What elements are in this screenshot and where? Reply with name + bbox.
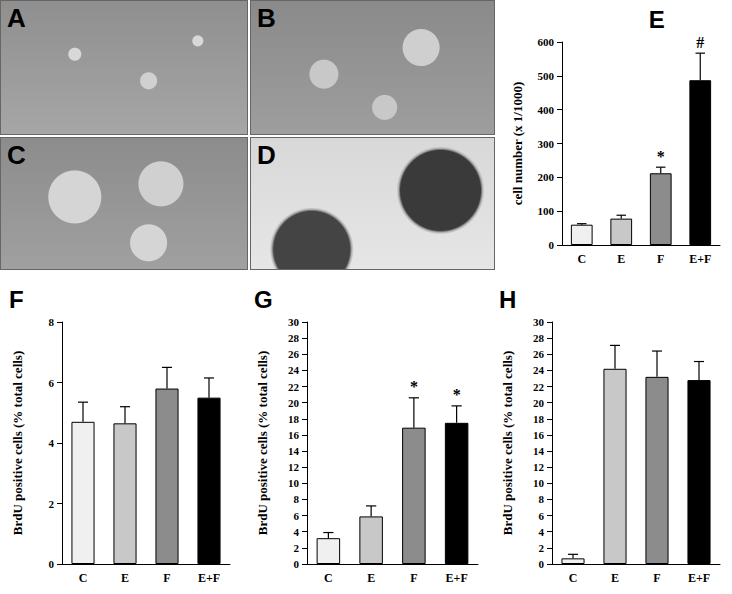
svg-text:2: 2 [539,542,545,554]
html-text:A: A [7,3,26,33]
svg-text:18: 18 [288,413,300,425]
svg-text:0: 0 [49,558,55,570]
svg-text:26: 26 [288,348,300,360]
svg-text:0: 0 [539,558,545,570]
html-text:C: C [7,140,26,170]
svg-text:C: C [79,571,88,585]
html-text:D: D [257,140,276,170]
svg-text:20: 20 [288,397,300,409]
svg-text:BrdU positive cells (% total c: BrdU positive cells (% total cells) [500,351,515,536]
svg-text:300: 300 [538,138,555,150]
svg-text:C: C [577,252,586,266]
svg-text:24: 24 [533,364,545,376]
svg-text:2: 2 [294,542,300,554]
svg-text:18: 18 [533,413,545,425]
svg-text:6: 6 [539,510,545,522]
svg-text:*: * [453,386,461,403]
svg-text:E: E [367,571,375,585]
svg-text:E: E [617,252,625,266]
svg-text:4: 4 [49,437,55,449]
svg-text:30: 30 [533,316,545,328]
svg-text:F: F [653,571,660,585]
svg-text:16: 16 [288,429,300,441]
svg-text:14: 14 [533,445,545,457]
svg-text:14: 14 [288,445,300,457]
svg-text:30: 30 [288,316,300,328]
svg-text:2: 2 [49,498,55,510]
svg-text:12: 12 [288,461,300,473]
svg-text:E+F: E+F [198,571,220,585]
svg-text:10: 10 [533,477,545,489]
svg-text:C: C [324,571,333,585]
svg-text:#: # [696,34,704,51]
svg-text:BrdU positive cells (% total c: BrdU positive cells (% total cells) [10,351,25,536]
svg-text:6: 6 [294,510,300,522]
svg-text:600: 600 [538,36,555,48]
svg-text:12: 12 [533,461,545,473]
svg-text:100: 100 [538,205,555,217]
svg-text:6: 6 [49,377,55,389]
svg-text:*: * [657,148,665,165]
svg-text:E+F: E+F [688,571,710,585]
svg-text:F: F [9,286,24,313]
svg-text:24: 24 [288,364,300,376]
svg-text:20: 20 [533,397,545,409]
svg-text:28: 28 [533,332,545,344]
svg-text:E: E [121,571,129,585]
svg-text:E: E [611,571,619,585]
svg-text:8: 8 [49,316,55,328]
svg-text:H: H [499,286,516,313]
svg-text:F: F [657,252,664,266]
svg-text:0: 0 [294,558,300,570]
svg-text:*: * [410,378,418,395]
svg-text:F: F [163,571,170,585]
svg-text:8: 8 [294,493,300,505]
svg-text:26: 26 [533,348,545,360]
svg-text:E+F: E+F [689,252,711,266]
svg-text:10: 10 [288,477,300,489]
svg-text:cell number (x 1/1000): cell number (x 1/1000) [510,82,525,206]
svg-text:4: 4 [539,526,545,538]
svg-text:BrdU positive cells (% total c: BrdU positive cells (% total cells) [255,351,270,536]
svg-text:16: 16 [533,429,545,441]
svg-text:500: 500 [538,70,555,82]
svg-text:0: 0 [549,239,555,251]
svg-text:200: 200 [538,171,555,183]
svg-text:E+F: E+F [446,571,468,585]
svg-text:C: C [569,571,578,585]
svg-text:E: E [649,6,665,33]
svg-text:28: 28 [288,332,300,344]
svg-text:F: F [410,571,417,585]
svg-text:400: 400 [538,104,555,116]
svg-text:4: 4 [294,526,300,538]
svg-text:G: G [254,286,273,313]
svg-text:22: 22 [288,381,300,393]
html-text:B: B [257,3,276,33]
svg-text:22: 22 [533,381,545,393]
svg-text:8: 8 [539,493,545,505]
